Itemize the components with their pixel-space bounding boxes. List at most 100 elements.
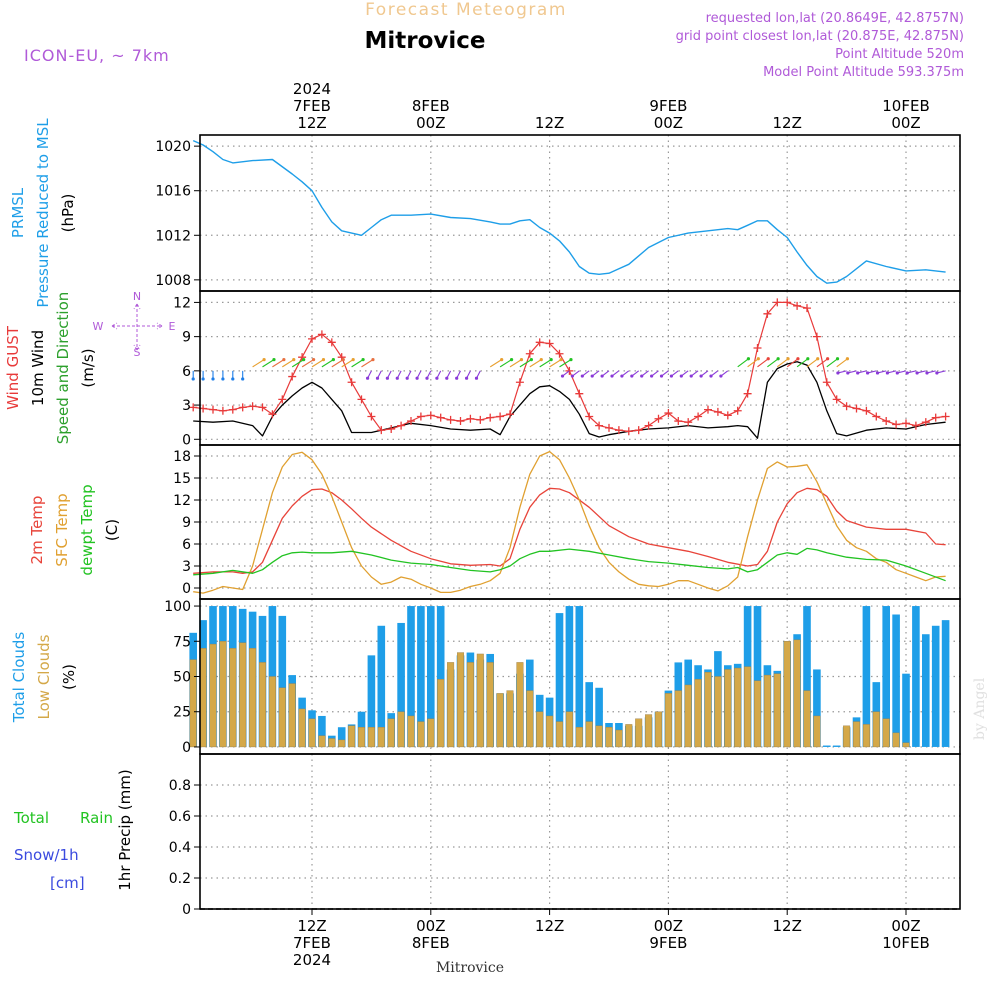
temp-dewpt-line bbox=[193, 547, 946, 582]
low-cloud-bar bbox=[278, 687, 286, 748]
total-cloud-bar bbox=[427, 606, 435, 747]
wind-direction-arrowhead bbox=[365, 376, 370, 380]
y-tick-label: 75 bbox=[173, 634, 191, 650]
low-cloud-bar bbox=[853, 721, 861, 748]
gust-marker bbox=[654, 414, 663, 423]
gust-marker bbox=[506, 410, 514, 419]
wind-direction-arrowhead bbox=[351, 358, 355, 362]
wind-direction-arrow bbox=[737, 358, 749, 368]
wind-direction-arrowhead bbox=[836, 371, 840, 375]
total-cloud-bar bbox=[555, 613, 564, 747]
gust-marker bbox=[763, 309, 772, 318]
gust-marker bbox=[288, 372, 297, 381]
wind-direction-arrow bbox=[816, 358, 828, 368]
gust-marker bbox=[377, 426, 386, 435]
gust-marker bbox=[545, 339, 554, 348]
time-label-bottom: 00Z bbox=[654, 917, 683, 935]
wind-direction-arrowhead bbox=[699, 374, 703, 378]
gust-marker bbox=[872, 412, 881, 421]
low-cloud-bar bbox=[427, 718, 435, 748]
gust-marker bbox=[496, 412, 505, 421]
gust-marker bbox=[704, 405, 712, 414]
gust-marker bbox=[416, 412, 425, 421]
wind-direction-arrow bbox=[331, 359, 344, 368]
time-label-bottom: 8FEB bbox=[412, 934, 450, 952]
total-cloud-bar bbox=[832, 745, 841, 747]
y-tick-label: 25 bbox=[173, 705, 191, 721]
low-cloud-bar bbox=[417, 721, 425, 748]
wind-direction-arrowhead bbox=[395, 376, 399, 380]
wind-direction-arrow bbox=[529, 359, 542, 368]
wind-direction-arrowhead bbox=[221, 377, 225, 381]
wind-direction-arrowhead bbox=[640, 374, 644, 378]
y-axis-label: SFC Temp bbox=[53, 493, 71, 566]
total-cloud-bar bbox=[436, 606, 445, 747]
wind-direction-arrow bbox=[559, 359, 572, 368]
wind-direction-arrowhead bbox=[620, 374, 624, 378]
low-cloud-bar bbox=[694, 679, 702, 748]
wind-direction-arrowhead bbox=[435, 376, 439, 380]
y-tick-label: 0.8 bbox=[169, 778, 191, 794]
gust-marker bbox=[743, 389, 752, 398]
wind-direction-arrowhead bbox=[659, 374, 664, 378]
gust-marker bbox=[308, 334, 316, 343]
total-cloud-bar bbox=[753, 606, 762, 747]
low-cloud-bar bbox=[645, 714, 653, 748]
y-tick-label: 12 bbox=[173, 295, 191, 311]
y-tick-label: 1016 bbox=[155, 184, 191, 200]
gust-marker bbox=[812, 332, 821, 341]
y-tick-label: 50 bbox=[173, 670, 191, 686]
time-label-top: 9FEB bbox=[649, 97, 687, 115]
wind-direction-arrowhead bbox=[559, 358, 563, 362]
gust-marker bbox=[605, 423, 613, 432]
total-cloud-bar bbox=[407, 606, 415, 747]
gust-marker bbox=[535, 338, 544, 347]
time-label-top: 7FEB bbox=[293, 97, 331, 115]
wind-direction-arrow bbox=[509, 359, 522, 368]
wind-direction-arrowhead bbox=[292, 358, 296, 362]
wind-direction-arrowhead bbox=[796, 357, 800, 361]
time-label-top: 2024 bbox=[293, 80, 331, 98]
low-cloud-bar bbox=[783, 641, 791, 748]
total-cloud-bar bbox=[595, 687, 603, 747]
low-cloud-bar bbox=[358, 727, 366, 748]
wind-direction-arrowhead bbox=[211, 377, 215, 381]
gust-marker bbox=[436, 413, 445, 422]
gust-marker bbox=[367, 412, 376, 421]
low-cloud-bar bbox=[625, 724, 633, 748]
wind-direction-arrowhead bbox=[650, 374, 654, 378]
low-cloud-bar bbox=[447, 662, 455, 748]
gust-marker bbox=[694, 412, 703, 421]
gust-marker bbox=[258, 403, 267, 412]
low-cloud-bar bbox=[407, 715, 415, 748]
wind-direction-arrowhead bbox=[905, 371, 909, 375]
low-cloud-bar bbox=[565, 711, 573, 748]
y-tick-label: 1012 bbox=[155, 228, 191, 244]
wind-direction-arrowhead bbox=[669, 374, 674, 378]
low-cloud-bar bbox=[664, 693, 672, 748]
y-tick-label: 15 bbox=[173, 471, 191, 487]
y-axis-label: 2m Temp bbox=[28, 496, 46, 565]
low-cloud-bar bbox=[318, 735, 326, 748]
low-cloud-bar bbox=[803, 690, 811, 748]
total-cloud-bar bbox=[377, 625, 386, 747]
gust-marker bbox=[911, 421, 920, 430]
model-label: ICON-EU, ~ 7km bbox=[24, 46, 170, 65]
y-tick-label: 3 bbox=[182, 559, 191, 575]
wind-direction-arrowhead bbox=[361, 358, 365, 362]
gust-marker bbox=[446, 415, 455, 424]
gust-marker bbox=[248, 402, 257, 411]
compass-w: W bbox=[93, 320, 104, 333]
y-axis-label: (%) bbox=[60, 664, 78, 690]
gust-marker bbox=[426, 411, 435, 420]
gust-marker bbox=[793, 301, 802, 310]
grid-point-coords: grid point closest lon,lat (20.875E, 42.… bbox=[676, 29, 964, 44]
y-axis-label: (m/s) bbox=[79, 348, 97, 387]
total-cloud-bar bbox=[931, 625, 940, 747]
time-label-bottom: 10FEB bbox=[882, 934, 929, 952]
total-cloud-bar bbox=[278, 615, 287, 747]
low-cloud-bar bbox=[892, 732, 900, 748]
wind-direction-arrowhead bbox=[549, 358, 553, 362]
low-cloud-bar bbox=[397, 711, 405, 748]
wind-direction-arrowhead bbox=[885, 371, 890, 375]
